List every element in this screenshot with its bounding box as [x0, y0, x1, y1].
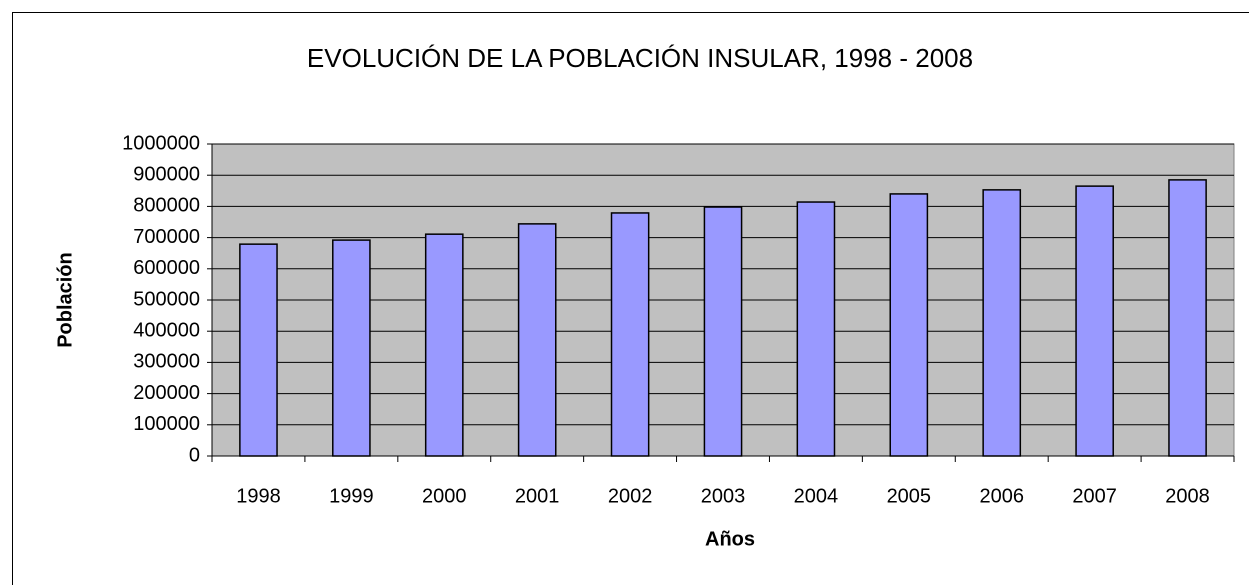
x-tick-label: 2006 — [979, 485, 1024, 507]
y-tick-label: 300000 — [133, 351, 200, 373]
y-tick-label: 1000000 — [122, 132, 200, 154]
y-tick-label: 100000 — [133, 413, 200, 435]
x-tick-label: 2004 — [794, 485, 839, 507]
bar — [332, 239, 371, 457]
y-tick-label: 700000 — [133, 226, 200, 248]
y-tick-label: 800000 — [133, 195, 200, 217]
y-tick-label: 0 — [189, 444, 200, 466]
x-tick-label: 1999 — [329, 485, 374, 507]
bar — [889, 193, 929, 457]
x-tick-label: 2008 — [1165, 485, 1210, 507]
bar — [610, 212, 650, 457]
y-axis-title: Población — [54, 252, 76, 348]
bar — [1075, 185, 1114, 457]
x-tick-label: 2003 — [701, 485, 746, 507]
bar — [796, 201, 836, 457]
chart-title: EVOLUCIÓN DE LA POBLACIÓN INSULAR, 1998 … — [307, 43, 973, 73]
bar — [703, 206, 743, 457]
x-tick-label: 2007 — [1072, 485, 1117, 507]
x-axis-title: Años — [705, 528, 755, 550]
x-tick-label: 2002 — [608, 485, 653, 507]
bar — [1168, 179, 1207, 457]
x-tick-label: 2000 — [422, 485, 467, 507]
x-tick-label: 2005 — [887, 485, 932, 507]
bar — [424, 233, 464, 457]
y-tick-label: 900000 — [133, 163, 200, 185]
y-tick-label: 400000 — [133, 319, 200, 341]
x-tick-label: 2001 — [515, 485, 560, 507]
x-tick-label: 1998 — [236, 485, 281, 507]
bar — [239, 243, 278, 457]
bar — [517, 223, 557, 457]
y-tick-label: 500000 — [133, 288, 200, 310]
y-tick-label: 600000 — [133, 257, 200, 279]
bar — [982, 189, 1022, 457]
y-tick-label: 200000 — [133, 382, 200, 404]
